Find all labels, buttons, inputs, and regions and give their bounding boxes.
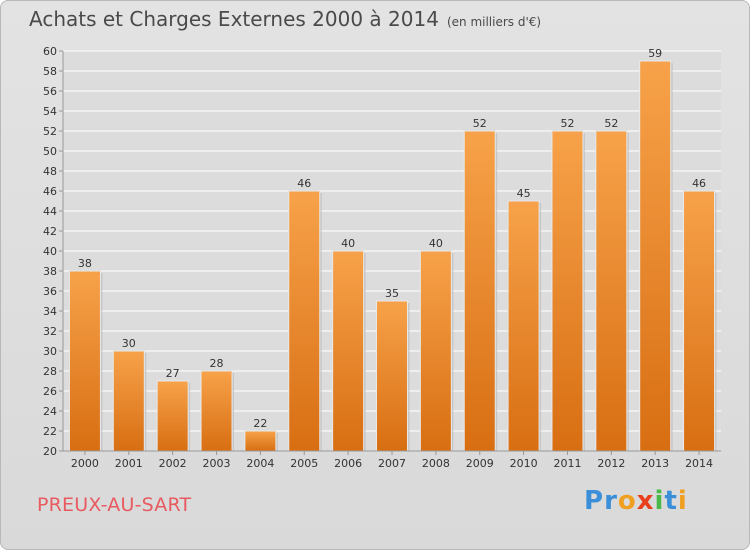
x-tick-label: 2005	[290, 457, 318, 470]
bar-2012	[595, 130, 628, 452]
y-tick-label: 48	[43, 165, 57, 178]
y-tick-label: 52	[43, 125, 57, 138]
data-label: 38	[78, 257, 92, 270]
data-label: 40	[341, 237, 355, 250]
data-label: 45	[517, 187, 531, 200]
commune-name: PREUX-AU-SART	[37, 494, 192, 516]
bar-2010	[507, 200, 540, 452]
y-tick-label: 46	[43, 185, 57, 198]
y-tick-label: 38	[43, 265, 57, 278]
data-label: 59	[648, 47, 662, 60]
proxiti-logo: Proxiti	[584, 486, 688, 516]
y-axis: 20 22 24 26 28 30 32 34 36 38 40 42 44 46 48 50 52 54 56 58…	[43, 45, 64, 458]
y-tick-label: 42	[43, 225, 57, 238]
bar-2000	[68, 270, 101, 452]
x-tick-label: 2011	[553, 457, 581, 470]
x-tick-label: 2006	[334, 457, 362, 470]
y-tick-label: 20	[43, 445, 57, 458]
data-label: 35	[385, 287, 399, 300]
chart-title-text: Achats et Charges Externes 2000 à 2014	[29, 7, 439, 31]
data-label: 52	[560, 117, 574, 130]
bar-2001	[112, 350, 145, 452]
y-tick-label: 28	[43, 365, 57, 378]
logo-letter: o	[617, 486, 637, 516]
y-tick-label: 36	[43, 285, 57, 298]
data-label: 22	[253, 417, 267, 430]
bars-group: 38 30 27 28 22 46 40 35 40 52 45 52 52 59 46	[68, 47, 717, 452]
chart-title: Achats et Charges Externes 2000 à 2014 (e…	[29, 7, 541, 31]
bar-2014	[683, 190, 716, 452]
x-tick-label: 2007	[378, 457, 406, 470]
x-tick-label: 2002	[159, 457, 187, 470]
y-tick-label: 44	[43, 205, 57, 218]
x-tick-label: 2009	[466, 457, 494, 470]
logo-letter: t	[664, 486, 678, 516]
y-tick-label: 50	[43, 145, 57, 158]
y-tick-label: 30	[43, 345, 57, 358]
bar-2002	[156, 380, 189, 452]
data-label: 46	[297, 177, 311, 190]
bar-2013	[639, 60, 672, 452]
x-tick-label: 2001	[115, 457, 143, 470]
data-label: 46	[692, 177, 706, 190]
logo-letter: P	[584, 486, 605, 516]
x-tick-label: 2000	[71, 457, 99, 470]
chart-subtitle: (en milliers d'€)	[446, 15, 542, 29]
y-tick-label: 56	[43, 85, 57, 98]
y-tick-label: 24	[43, 405, 57, 418]
bar-2004	[244, 430, 277, 452]
y-tick-label: 58	[43, 65, 57, 78]
data-label: 30	[122, 337, 136, 350]
bar-2007	[376, 300, 408, 452]
bar-2005	[288, 190, 321, 452]
bar-2011	[551, 130, 584, 452]
bar-2009	[463, 130, 496, 452]
data-label: 27	[166, 367, 180, 380]
y-tick-label: 26	[43, 385, 57, 398]
x-tick-label: 2008	[422, 457, 450, 470]
x-tick-label: 2010	[510, 457, 538, 470]
y-tick-label: 60	[43, 45, 57, 58]
x-tick-label: 2013	[641, 457, 669, 470]
logo-letter: x	[636, 486, 655, 516]
logo-letter: r	[604, 486, 618, 516]
bar-2006	[332, 250, 365, 452]
y-tick-label: 40	[43, 245, 57, 258]
y-tick-label: 22	[43, 425, 57, 438]
y-tick-label: 54	[43, 105, 57, 118]
logo-letter: i	[654, 486, 665, 516]
y-tick-label: 32	[43, 325, 57, 338]
bar-2008	[419, 250, 452, 452]
logo-letter: i	[677, 486, 688, 516]
x-tick-label: 2004	[246, 457, 274, 470]
data-label: 40	[429, 237, 443, 250]
x-tick-label: 2012	[597, 457, 625, 470]
x-tick-label: 2003	[203, 457, 231, 470]
x-tick-label: 2014	[685, 457, 713, 470]
y-tick-label: 34	[43, 305, 57, 318]
x-axis: 2000 2001 2002 2003 2004 2005 2006 2007 2008 2009…	[63, 450, 721, 470]
bar-2003	[200, 370, 233, 452]
data-label: 52	[473, 117, 487, 130]
data-label: 52	[604, 117, 618, 130]
data-label: 28	[210, 357, 224, 370]
